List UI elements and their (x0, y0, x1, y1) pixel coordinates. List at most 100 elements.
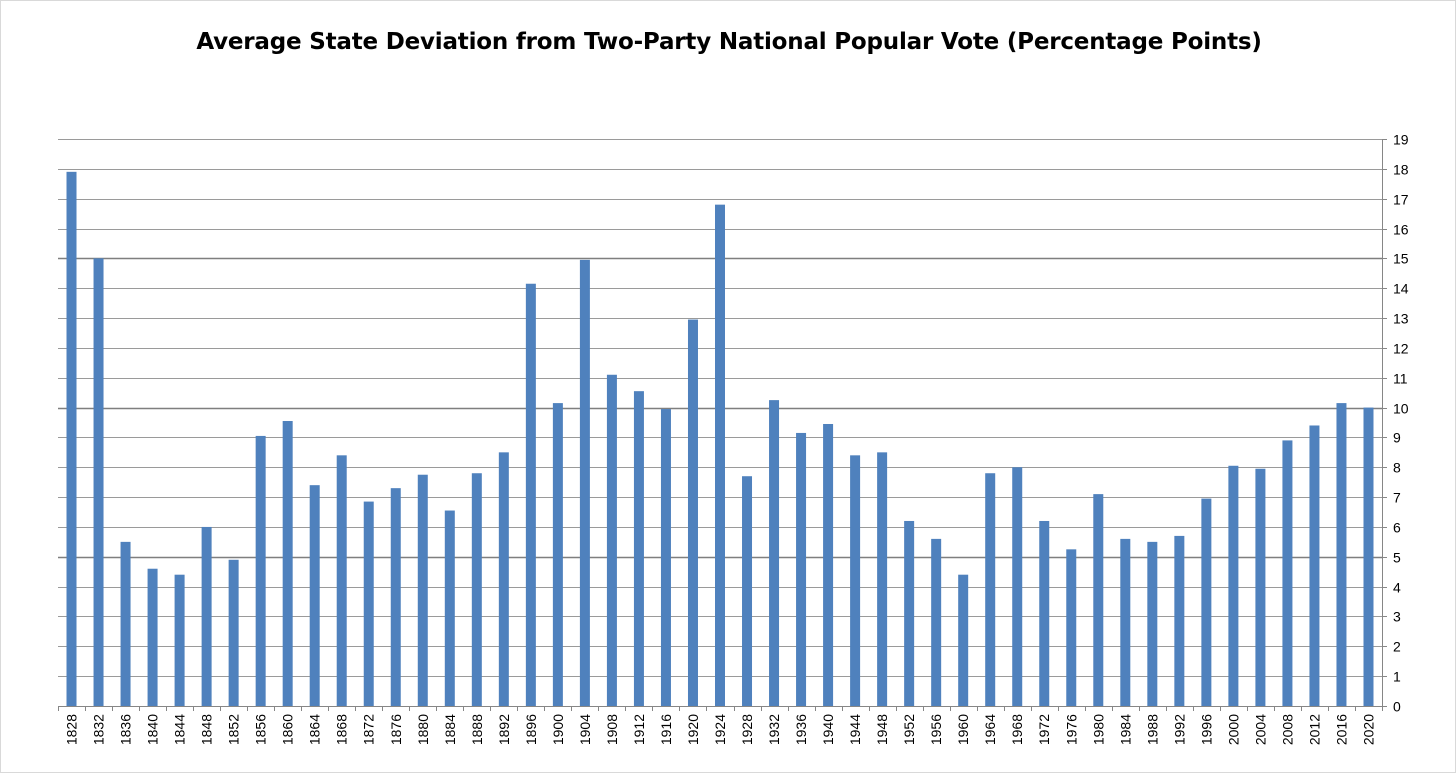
x-tick-label: 2004 (1252, 714, 1268, 745)
x-tick-label: 1944 (847, 714, 863, 745)
x-axis-ticks: 1828 1832 1836 1840 1844 1848 1852 1856 1860 1864… (64, 714, 1377, 745)
x-tick-label: 1960 (955, 714, 971, 745)
x-tick-label: 1896 (523, 714, 539, 745)
y-tick-label: 11 (1393, 371, 1408, 387)
y-tick-label: 4 (1393, 580, 1401, 596)
y-tick-label: 14 (1393, 281, 1409, 297)
x-tick-label: 1836 (118, 714, 134, 745)
bar-1936 (796, 432, 807, 706)
bar-1880 (417, 474, 428, 706)
bar-1964 (985, 473, 996, 706)
x-tick-label: 1976 (1063, 714, 1079, 745)
x-tick-label: 1984 (1117, 714, 1133, 745)
y-tick-label: 6 (1393, 520, 1401, 536)
bar-1900 (552, 403, 563, 706)
bar-1960 (958, 574, 969, 706)
x-tick-label: 2016 (1333, 714, 1349, 745)
bar-1836 (120, 541, 131, 706)
bar-2004 (1255, 468, 1266, 706)
bar-1852 (228, 559, 239, 706)
x-tick-label: 1996 (1198, 714, 1214, 745)
bar-1888 (471, 473, 482, 706)
x-tick-label: 1860 (280, 714, 296, 745)
y-tick-label: 17 (1393, 192, 1409, 208)
x-tick-label: 1920 (685, 714, 701, 745)
bar-2008 (1282, 440, 1293, 706)
x-tick-label: 1900 (550, 714, 566, 745)
x-tick-label: 1888 (469, 714, 485, 745)
bar-1932 (769, 400, 780, 706)
bar-1984 (1120, 538, 1131, 706)
y-tick-label: 5 (1393, 550, 1401, 566)
x-tick-label: 1972 (1036, 714, 1052, 745)
bar-1924 (715, 204, 725, 706)
y-tick-label: 1 (1393, 669, 1401, 685)
y-tick-label: 16 (1393, 222, 1409, 238)
y-tick-label: 9 (1393, 430, 1401, 446)
y-tick-label: 15 (1393, 251, 1409, 267)
y-tick-label: 3 (1393, 609, 1401, 625)
bar-1904 (579, 259, 590, 706)
x-tick-label: 2020 (1360, 714, 1376, 745)
x-tick-label: 1844 (172, 714, 188, 745)
y-tick-label: 18 (1393, 162, 1409, 178)
bar-1916 (660, 409, 671, 706)
x-tick-label: 1932 (766, 714, 782, 745)
x-tick-label: 1948 (874, 714, 890, 745)
bar-1864 (309, 485, 320, 706)
x-tick-label: 1848 (199, 714, 215, 745)
bar-1920 (687, 319, 698, 706)
bar-1956 (931, 538, 942, 706)
chart-title: Average State Deviation from Two-Party N… (196, 29, 1262, 55)
bar-1884 (444, 510, 455, 706)
bar-1988 (1147, 541, 1158, 706)
bar-2000 (1228, 465, 1239, 706)
x-tick-label: 1940 (820, 714, 836, 745)
x-tick-label: 1908 (604, 714, 620, 745)
bar-1876 (390, 488, 401, 706)
bar-1944 (850, 455, 861, 706)
bar-1996 (1201, 498, 1212, 706)
x-tick-label: 1856 (253, 714, 269, 745)
x-tick-label: 2008 (1279, 714, 1295, 745)
x-tick-label: 1872 (361, 714, 377, 745)
bar-1832 (93, 258, 104, 706)
x-tick-label: 1852 (226, 714, 242, 745)
x-tick-label: 1868 (334, 714, 350, 745)
bar-1872 (363, 501, 374, 706)
x-tick-label: 1924 (712, 714, 728, 745)
x-tick-label: 1832 (91, 714, 107, 745)
x-tick-label: 1864 (307, 714, 323, 745)
bar-1848 (201, 526, 212, 706)
x-tick-label: 1936 (793, 714, 809, 745)
x-tick-label: 1884 (442, 714, 458, 745)
bar-1972 (1039, 520, 1050, 706)
bar-1856 (255, 435, 266, 706)
bar-1840 (147, 568, 158, 706)
x-tick-label: 1980 (1090, 714, 1106, 745)
axes (58, 139, 1387, 711)
y-tick-label: 12 (1393, 341, 1409, 357)
x-tick-label: 1928 (739, 714, 755, 745)
x-tick-label: 1840 (145, 714, 161, 745)
x-tick-label: 1912 (631, 714, 647, 745)
x-tick-label: 1992 (1171, 714, 1187, 745)
x-tick-label: 1904 (577, 714, 593, 745)
x-tick-label: 1956 (928, 714, 944, 745)
bar-1908 (606, 374, 617, 706)
y-tick-label: 0 (1393, 699, 1401, 715)
y-tick-label: 19 (1393, 132, 1409, 148)
bar-1860 (282, 421, 293, 706)
bar-2020 (1363, 407, 1374, 706)
x-tick-label: 1892 (496, 714, 512, 745)
bar-1940 (823, 423, 834, 706)
bar-1952 (904, 520, 915, 706)
x-tick-label: 1916 (658, 714, 674, 745)
x-tick-label: 1968 (1009, 714, 1025, 745)
y-tick-label: 10 (1393, 401, 1409, 417)
x-tick-label: 1988 (1144, 714, 1160, 745)
x-tick-label: 2000 (1225, 714, 1241, 745)
bar-1896 (525, 283, 536, 706)
